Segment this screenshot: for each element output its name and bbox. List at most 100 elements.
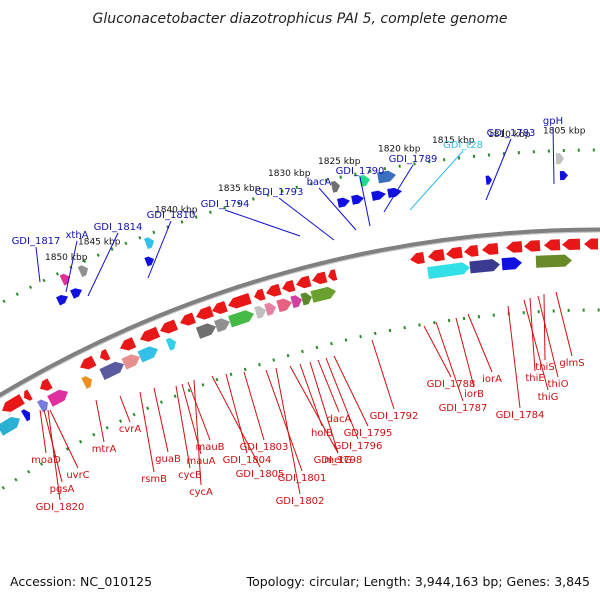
- gene-label: rsmB: [141, 474, 167, 485]
- reverse-gene: [254, 288, 266, 301]
- gene-label: GDI_1794: [201, 199, 250, 210]
- label-leader-line: [333, 355, 369, 427]
- gene-shape: [70, 288, 82, 299]
- gene-shape: [160, 319, 179, 334]
- label-leader-line: [119, 395, 131, 423]
- label-leaders: [35, 126, 573, 501]
- gene-shape: [196, 305, 214, 320]
- gene-label: uvrC: [66, 470, 89, 481]
- forward-gene: [377, 170, 396, 184]
- gene-label: mauA: [186, 456, 215, 467]
- label-leader-line: [309, 361, 339, 454]
- gene-shape: [428, 249, 445, 262]
- label-leader-line: [49, 409, 79, 469]
- gene-shape: [377, 170, 396, 184]
- label-leader-line: [543, 293, 546, 361]
- gene-shape: [337, 197, 350, 208]
- gene-shape: [310, 286, 337, 303]
- reverse-gene: [282, 279, 296, 293]
- label-leader-line: [278, 197, 335, 241]
- gene-shape: [47, 389, 68, 407]
- gene-shape: [482, 243, 499, 255]
- gene-label: metG: [324, 455, 352, 466]
- gene-shape: [506, 241, 523, 253]
- forward-gene: [59, 273, 70, 286]
- gene-shape: [559, 171, 569, 181]
- label-leader-line: [299, 363, 323, 427]
- inner-tick-ring: [0, 308, 600, 492]
- reverse-gene: [446, 246, 463, 259]
- label-leader-line: [87, 232, 119, 297]
- forward-gene: [501, 257, 523, 271]
- gene-label: GDI_1784: [496, 410, 545, 421]
- reverse-gene: [80, 355, 97, 370]
- tick-label: 1825 kbp: [318, 157, 361, 167]
- reverse-gene: [410, 252, 425, 265]
- forward-gene: [228, 310, 255, 328]
- reverse-gene: [40, 378, 53, 391]
- forward-gene: [264, 302, 276, 316]
- label-leader-line: [435, 321, 464, 402]
- gene-shape: [144, 256, 154, 267]
- gene-label: GDI_1801: [278, 473, 327, 484]
- gene-labels: GDI_1817 xthA GDI_1814 GDI_1810 GDI_1794 GDI_…: [12, 116, 585, 513]
- backbone-highlight: [0, 231, 600, 399]
- gene-shape: [214, 318, 230, 333]
- gene-features: [0, 153, 599, 436]
- gene-shape: [20, 409, 31, 422]
- label-leader-line: [409, 150, 464, 211]
- map-title: Gluconacetobacter diazotrophicus PAI 5, …: [93, 11, 508, 27]
- gene-label: cycA: [189, 487, 213, 498]
- forward-gene: [144, 256, 154, 267]
- gene-shape: [254, 305, 266, 319]
- forward-gene: [144, 237, 155, 250]
- gene-label: GDI_1817: [12, 236, 61, 247]
- gene-shape: [80, 355, 97, 370]
- forward-gene: [47, 389, 68, 407]
- reverse-gene: [120, 337, 137, 351]
- reverse-gene: [524, 240, 541, 252]
- gene-shape: [501, 257, 523, 271]
- forward-gene: [37, 399, 48, 413]
- gene-label: GDI_1793: [255, 187, 304, 198]
- forward-gene: [469, 259, 500, 274]
- gene-label: cycB: [178, 470, 202, 481]
- gene-shape: [524, 240, 541, 252]
- label-leader-line: [95, 399, 105, 443]
- forward-gene: [276, 298, 293, 313]
- tick-label: 1830 kbp: [268, 169, 311, 179]
- gene-shape: [485, 175, 492, 185]
- label-leader-line: [325, 357, 359, 440]
- label-leader-line: [39, 409, 47, 454]
- label-leader-line: [359, 176, 371, 227]
- forward-gene: [300, 292, 312, 306]
- forward-gene: [387, 187, 403, 198]
- label-leader-line: [371, 339, 395, 410]
- gene-label: cvrA: [119, 424, 142, 435]
- label-leader-line: [175, 385, 191, 469]
- label-leader-line: [318, 187, 357, 231]
- reverse-gene: [312, 271, 328, 285]
- label-leader-line: [317, 359, 340, 413]
- reverse-gene: [212, 300, 228, 314]
- gene-shape: [228, 310, 255, 328]
- forward-gene: [371, 190, 387, 201]
- label-leader-line: [485, 138, 512, 201]
- gene-label: GDI_1787: [439, 403, 488, 414]
- reverse-gene: [180, 312, 196, 326]
- label-leader-line: [193, 379, 202, 486]
- tick-label: 1835 kbp: [218, 184, 261, 194]
- reverse-gene: [160, 319, 179, 334]
- reverse-gene: [100, 348, 111, 361]
- gene-label: iorB: [464, 389, 484, 400]
- gene-label: glmS: [559, 358, 584, 369]
- gene-shape: [165, 337, 176, 351]
- gene-label: xthA: [65, 230, 88, 241]
- gene-label: GDI_1814: [94, 222, 143, 233]
- gene-shape: [562, 238, 581, 250]
- label-leader-line: [467, 313, 493, 373]
- forward-gene: [555, 153, 564, 165]
- tick-labels: 1850 kbp 1845 kbp 1840 kbp 1835 kbp 1830 kbp…: [45, 126, 586, 263]
